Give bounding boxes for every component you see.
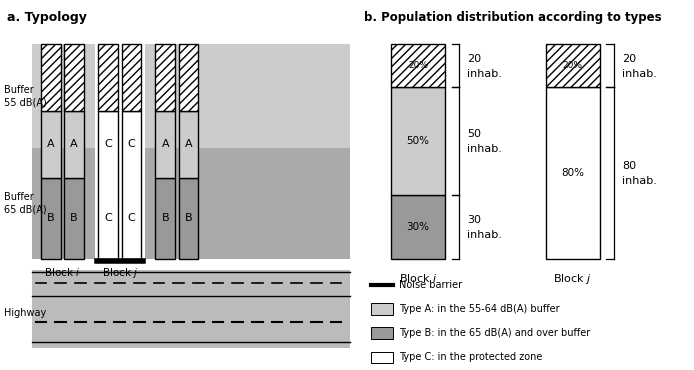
Bar <box>32 44 350 148</box>
Text: 20%: 20% <box>408 61 428 70</box>
Text: 50: 50 <box>468 129 482 139</box>
Text: A: A <box>70 139 78 149</box>
Text: Buffer
65 dB(A): Buffer 65 dB(A) <box>3 192 46 215</box>
Bar <box>121 44 141 111</box>
Text: inhab.: inhab. <box>468 230 502 240</box>
Bar <box>41 178 61 259</box>
Text: Buffer
55 dB(A): Buffer 55 dB(A) <box>3 85 46 107</box>
Bar <box>41 44 61 111</box>
Text: inhab.: inhab. <box>623 176 657 186</box>
Text: A: A <box>162 139 169 149</box>
Bar <box>32 148 350 259</box>
Text: 20: 20 <box>468 54 482 64</box>
Text: B: B <box>162 213 169 223</box>
Bar <box>371 352 393 363</box>
Text: Block $j$: Block $j$ <box>101 266 138 280</box>
Bar <box>179 178 198 259</box>
Bar <box>41 111 61 178</box>
Text: Block $i$: Block $i$ <box>44 266 81 278</box>
Bar <box>155 178 175 259</box>
Text: A: A <box>47 139 55 149</box>
Text: 80: 80 <box>623 161 636 172</box>
Text: B: B <box>47 213 55 223</box>
Bar <box>546 87 600 259</box>
Text: C: C <box>104 213 112 223</box>
Text: 20%: 20% <box>563 61 583 70</box>
Bar <box>391 87 445 195</box>
Text: Type A: in the 55-64 dB(A) buffer: Type A: in the 55-64 dB(A) buffer <box>400 304 560 314</box>
Bar <box>65 178 84 259</box>
Bar <box>391 195 445 259</box>
Bar <box>179 44 198 111</box>
Bar <box>65 44 84 111</box>
Text: B: B <box>185 213 192 223</box>
Text: Noise barrier: Noise barrier <box>400 280 463 290</box>
Text: inhab.: inhab. <box>468 69 502 79</box>
Bar <box>32 270 350 348</box>
Text: B: B <box>70 213 78 223</box>
Bar <box>391 44 445 87</box>
Text: Block $i$: Block $i$ <box>398 272 437 284</box>
Text: b. Population distribution according to types: b. Population distribution according to … <box>364 11 662 24</box>
Bar <box>94 44 145 259</box>
Text: Block $j$: Block $j$ <box>554 272 592 286</box>
Text: 50%: 50% <box>407 136 430 146</box>
Bar <box>99 111 118 259</box>
Bar <box>155 111 175 178</box>
Text: 20: 20 <box>623 54 636 64</box>
Text: Highway: Highway <box>3 307 46 318</box>
Text: 30%: 30% <box>407 222 430 232</box>
Bar <box>371 303 393 314</box>
Text: Type C: in the protected zone: Type C: in the protected zone <box>400 352 543 362</box>
Bar <box>179 111 198 178</box>
Bar <box>121 111 141 259</box>
Text: A: A <box>185 139 192 149</box>
Bar <box>155 44 175 111</box>
Text: 80%: 80% <box>561 168 584 178</box>
Bar <box>65 111 84 178</box>
Bar <box>546 44 600 87</box>
Text: inhab.: inhab. <box>623 69 657 79</box>
Text: C: C <box>104 139 112 149</box>
Text: 30: 30 <box>468 215 482 225</box>
Text: C: C <box>128 139 135 149</box>
Text: Type B: in the 65 dB(A) and over buffer: Type B: in the 65 dB(A) and over buffer <box>400 328 591 338</box>
Bar <box>371 327 393 339</box>
Bar <box>99 44 118 111</box>
Text: inhab.: inhab. <box>468 144 502 154</box>
Text: C: C <box>128 213 135 223</box>
Text: a. Typology: a. Typology <box>7 11 87 24</box>
